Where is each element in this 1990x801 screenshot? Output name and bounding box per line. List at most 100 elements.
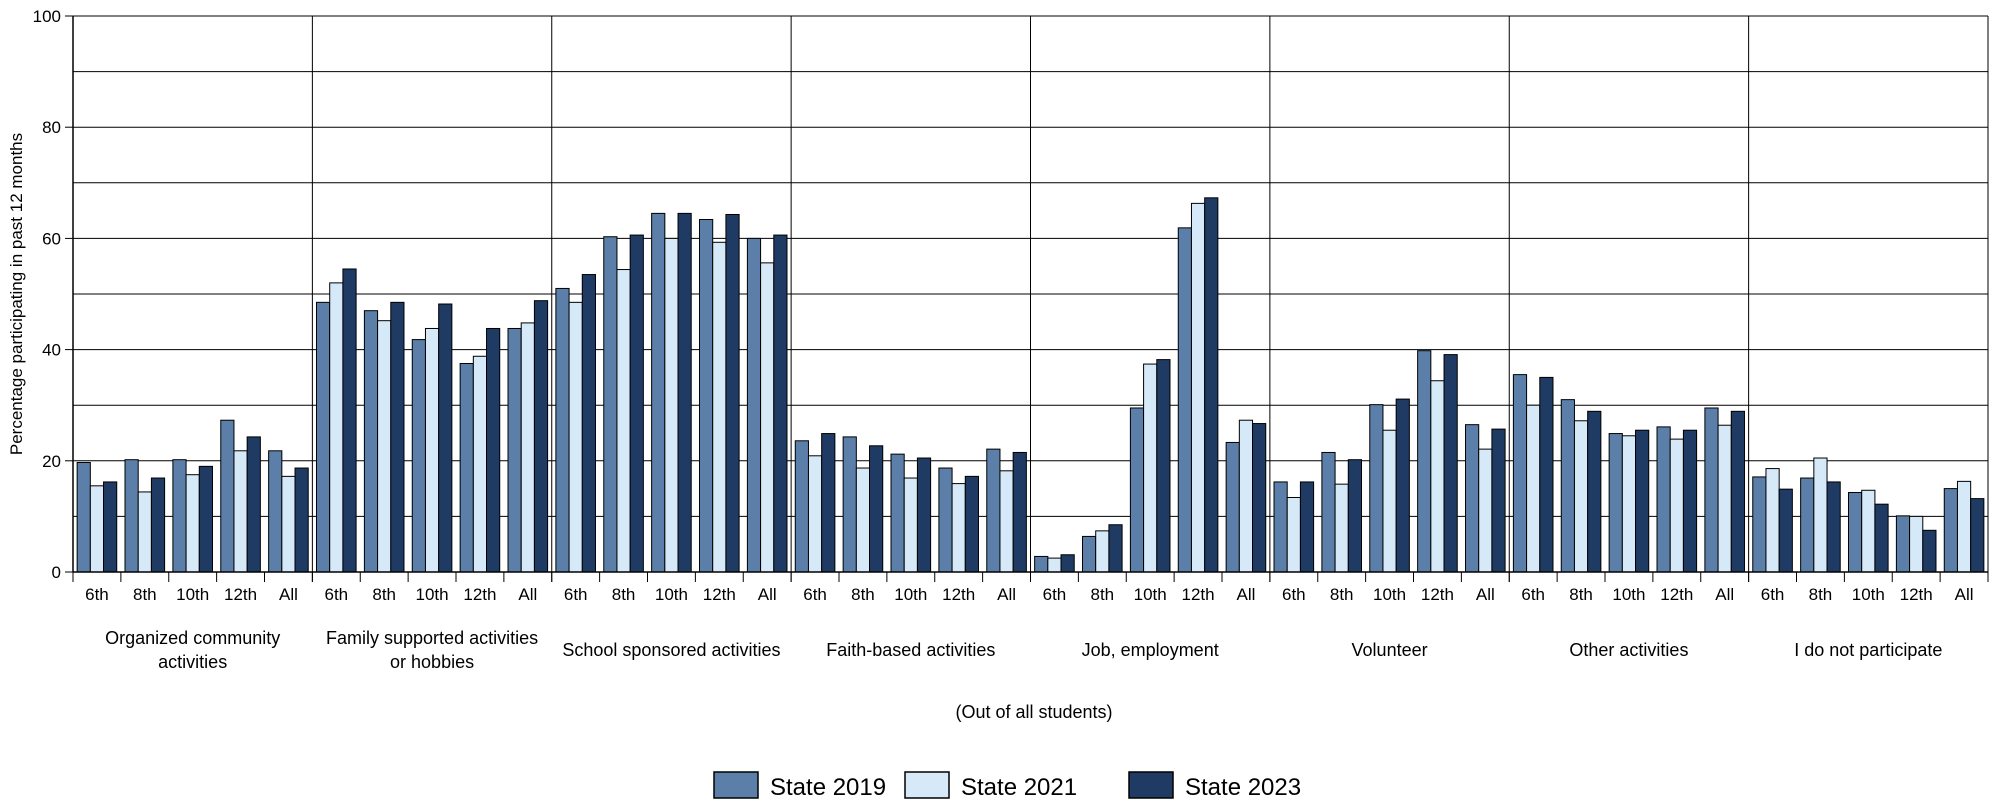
bar-state-2021 <box>1526 404 1541 573</box>
bar-state-2023 <box>486 327 501 573</box>
bar-state-2021 <box>1909 515 1924 573</box>
bar-state-2023 <box>1587 410 1602 573</box>
bar-state-2021 <box>520 322 535 573</box>
x-tick-label: 10th <box>894 585 927 604</box>
bar-state-2019 <box>1129 407 1145 573</box>
legend-entry-label: State 2019 <box>770 774 886 801</box>
bar-state-2021 <box>1430 380 1445 573</box>
x-axis-title: (Out of all students) <box>955 702 1112 722</box>
y-tick-label: 0 <box>52 563 61 582</box>
bar-state-2021 <box>233 450 248 573</box>
bar-state-2019 <box>1177 227 1192 573</box>
x-tick-label: 10th <box>1612 585 1645 604</box>
bar-state-2019 <box>1369 404 1384 573</box>
bar-state-2019 <box>268 450 283 573</box>
x-tick-label: 10th <box>176 585 209 604</box>
y-tick-label: 100 <box>33 7 61 26</box>
bar-state-2019 <box>1800 477 1815 573</box>
bar-state-2023 <box>581 274 596 573</box>
bar-state-2021 <box>1717 424 1732 573</box>
x-tick-label: 10th <box>416 585 449 604</box>
bar-state-2021 <box>472 355 488 573</box>
bar-state-2023 <box>1252 423 1267 573</box>
bar-state-2023 <box>342 268 357 573</box>
bar-state-2019 <box>76 461 91 573</box>
bar-state-2021 <box>855 467 871 573</box>
bar-state-2021 <box>377 320 392 573</box>
x-tick-label: 8th <box>1569 585 1593 604</box>
bar-state-2019 <box>1417 350 1432 573</box>
bar-state-2023 <box>1204 197 1219 573</box>
legend-entry-label: State 2021 <box>961 774 1077 801</box>
bar-state-2021 <box>903 477 918 573</box>
bar-state-2019 <box>1656 426 1671 573</box>
group-label: I do not participate <box>1794 640 1942 660</box>
bar-state-2021 <box>1669 438 1684 573</box>
x-tick-label: All <box>1955 585 1974 604</box>
bar-state-2023 <box>246 436 261 573</box>
group-label: or hobbies <box>390 652 474 672</box>
bar-state-2023 <box>1012 451 1027 573</box>
bar-state-2021 <box>1382 429 1397 573</box>
x-tick-label: 6th <box>564 585 588 604</box>
bar-state-2021 <box>1573 420 1589 573</box>
bar-state-2023 <box>1826 481 1841 573</box>
legend-swatch <box>713 771 759 799</box>
y-axis-title: Percentage participating in past 12 mont… <box>7 133 26 455</box>
bar-state-2023 <box>1108 524 1123 573</box>
bar-state-2023 <box>964 475 979 573</box>
bar-state-2023 <box>533 300 549 573</box>
bar-state-2019 <box>890 453 905 573</box>
legend-swatch <box>904 771 950 799</box>
bar-state-2023 <box>150 477 166 573</box>
bar-state-2021 <box>1956 480 1972 573</box>
legend-entry-label: State 2023 <box>1185 774 1301 801</box>
bar-state-2019 <box>794 440 809 573</box>
bar-state-2019 <box>1512 374 1528 573</box>
bar-state-2021 <box>712 241 727 573</box>
bar-state-2021 <box>1047 557 1062 573</box>
bar-state-2019 <box>1704 407 1719 573</box>
x-tick-label: 8th <box>372 585 396 604</box>
x-tick-label: All <box>997 585 1016 604</box>
bar-state-2019 <box>316 301 331 573</box>
bar-state-2021 <box>1621 435 1637 573</box>
bar-state-2019 <box>938 467 953 573</box>
bar-state-2023 <box>103 481 118 573</box>
x-tick-label: 8th <box>1809 585 1833 604</box>
x-tick-label: All <box>758 585 777 604</box>
legend: State 2019 State 2021 State 2023 <box>713 771 1301 801</box>
x-tick-label: 10th <box>1373 585 1406 604</box>
bar-state-2019 <box>746 237 762 573</box>
x-tick-label: All <box>1476 585 1495 604</box>
bar-state-2023 <box>1730 410 1745 573</box>
bar-state-2023 <box>438 303 453 573</box>
bar-state-2023 <box>1778 488 1793 573</box>
x-tick-label: 8th <box>1090 585 1114 604</box>
x-tick-label: 8th <box>612 585 636 604</box>
y-tick-label: 20 <box>42 452 61 471</box>
x-tick-label: 8th <box>851 585 875 604</box>
bar-state-2019 <box>1560 399 1575 573</box>
bar-state-2021 <box>807 455 823 573</box>
x-tick-label: 6th <box>324 585 348 604</box>
x-tick-label: 12th <box>1900 585 1933 604</box>
x-tick-label: 12th <box>942 585 975 604</box>
bar-state-2019 <box>1848 491 1863 573</box>
x-tick-label: 12th <box>1182 585 1215 604</box>
bar-state-2021 <box>1334 483 1349 573</box>
x-tick-label: 6th <box>1761 585 1785 604</box>
bar-state-2021 <box>1478 448 1493 573</box>
bar-state-2021 <box>1813 457 1828 573</box>
bar-state-2023 <box>677 212 692 573</box>
bar-state-2023 <box>773 234 788 573</box>
group-label: Family supported activities <box>326 628 538 648</box>
bar-state-2019 <box>1608 433 1623 573</box>
bar-state-2019 <box>507 327 522 573</box>
bar-state-2021 <box>329 282 344 573</box>
y-tick-label: 60 <box>42 229 61 248</box>
bar-state-2019 <box>1082 535 1097 573</box>
y-tick-label: 40 <box>42 341 61 360</box>
bar-state-2021 <box>185 474 200 573</box>
